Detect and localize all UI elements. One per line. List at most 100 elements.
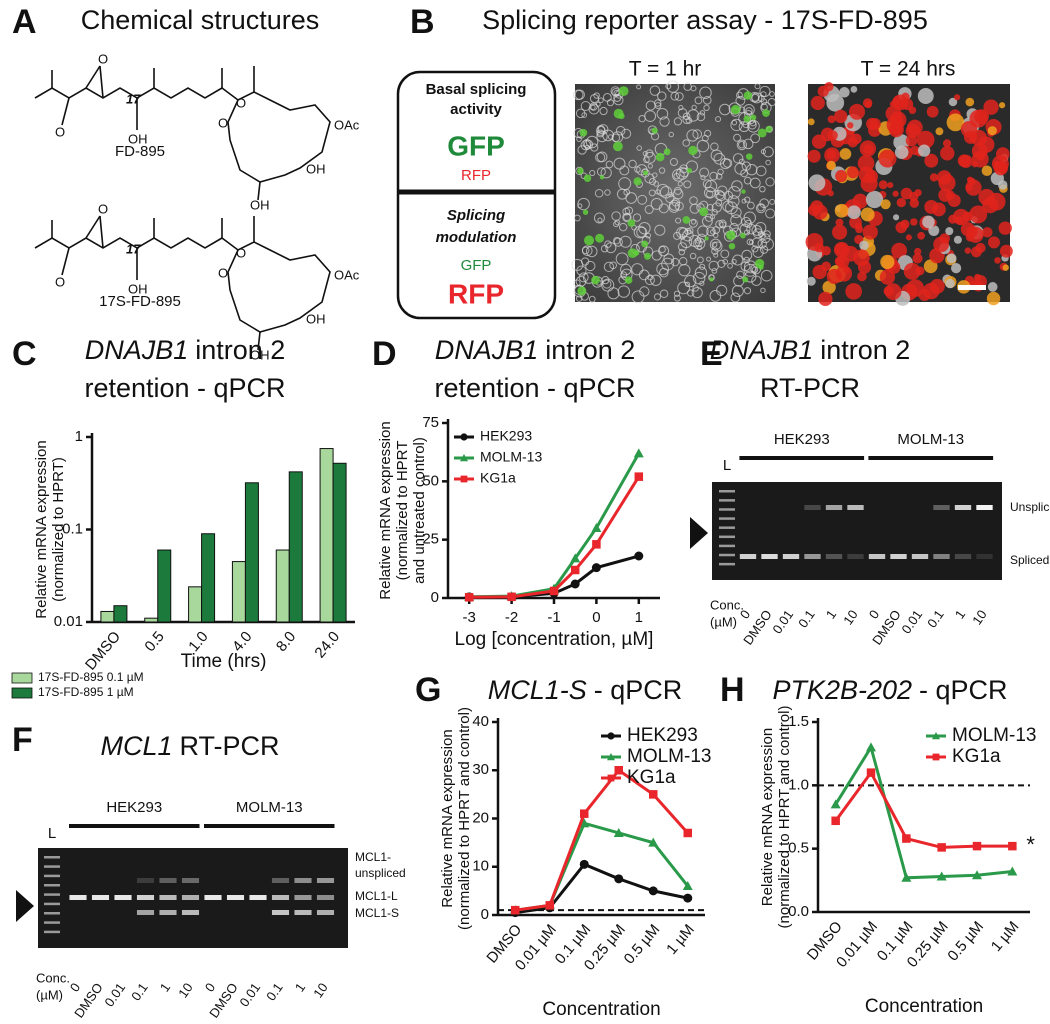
- atom-label: 17: [126, 241, 141, 256]
- cell: [589, 169, 596, 177]
- cell: [757, 203, 765, 212]
- title-italic: MCL1-S: [488, 675, 587, 705]
- marker: [614, 766, 623, 775]
- ladder-band: [44, 912, 60, 915]
- title-text: intron 2: [820, 335, 910, 365]
- cell: [924, 199, 939, 214]
- cell: [658, 167, 666, 174]
- group-bar: [739, 456, 865, 460]
- cell: [634, 166, 641, 173]
- cell: [740, 261, 751, 272]
- cell: [808, 174, 826, 192]
- y-axis-label-line: Relative mRNA expression: [759, 728, 776, 906]
- bar: [113, 605, 128, 623]
- cell: [946, 113, 965, 132]
- box-text: Splicing: [447, 207, 505, 224]
- cell: [722, 258, 729, 265]
- gel-band: [868, 554, 886, 559]
- cell: [661, 257, 675, 271]
- cell: [711, 209, 718, 216]
- bond: [221, 87, 331, 183]
- cell: [916, 130, 935, 149]
- cell: [953, 235, 962, 244]
- cell: [812, 204, 828, 220]
- cell: [905, 134, 918, 147]
- cell: [850, 85, 858, 93]
- cell: [659, 116, 670, 127]
- marker: [866, 742, 876, 752]
- marker: [683, 893, 693, 903]
- cell: [865, 190, 884, 209]
- marker: [972, 841, 982, 851]
- y-axis-label-line: and untreated control): [411, 437, 428, 584]
- cell: [691, 286, 703, 299]
- cell: [696, 112, 706, 122]
- cell: [686, 167, 693, 174]
- cell: [757, 238, 767, 249]
- lane-label: 0.01: [898, 607, 925, 636]
- cell: [643, 252, 652, 260]
- x-tick-label: 1 µM: [988, 918, 1023, 955]
- y-axis-label-line: (normalized to HPRT): [50, 457, 67, 602]
- y-axis-label-line: Relative mRNA expression: [439, 729, 456, 907]
- cell: [713, 152, 726, 165]
- cell: [677, 181, 683, 187]
- cell: [957, 154, 971, 168]
- cell: [859, 140, 877, 157]
- x-tick-label: DMSO: [82, 628, 124, 673]
- marker: [570, 579, 580, 589]
- cell: [613, 141, 623, 152]
- cell: [761, 237, 774, 251]
- cell: [731, 258, 737, 265]
- cell: [822, 280, 836, 294]
- conc-label: (µM): [36, 987, 63, 1002]
- band-label: MCL1-L: [355, 889, 398, 903]
- y-tick-label: 0: [481, 906, 489, 923]
- cell: [893, 214, 900, 221]
- cell: [694, 96, 703, 105]
- cell: [807, 149, 821, 163]
- cell: [894, 145, 909, 160]
- y-tick-label: 1: [75, 428, 83, 445]
- cell: [704, 179, 718, 193]
- cell: [733, 133, 742, 142]
- cell: [736, 139, 748, 151]
- cell: [694, 239, 703, 248]
- cell: [704, 236, 709, 241]
- cell: [922, 282, 940, 300]
- cell: [709, 171, 718, 181]
- lane-label: 0.01: [236, 980, 263, 1009]
- marker: [831, 816, 840, 826]
- cell: [663, 148, 671, 156]
- box-text: Basal splicing: [426, 81, 527, 98]
- cell: [966, 176, 974, 183]
- lane-label: 10: [175, 980, 196, 1000]
- gel-band: [782, 554, 800, 559]
- lane-label: 10: [310, 980, 331, 1000]
- bar: [319, 448, 334, 623]
- marker: [580, 809, 589, 818]
- cell: [621, 128, 632, 139]
- x-tick-label: 8.0: [273, 628, 299, 655]
- x-tick-label: 0.5 µM: [621, 921, 664, 967]
- group-bar: [69, 824, 200, 828]
- gel-band: [825, 505, 843, 510]
- marker: [507, 592, 516, 602]
- cell: [834, 109, 848, 124]
- cell: [609, 261, 617, 270]
- cell: [677, 108, 688, 118]
- cell: [910, 218, 918, 226]
- y-axis-label-line: Relative mRNA expression: [33, 440, 50, 618]
- cell: [750, 114, 757, 121]
- cell: [884, 283, 902, 300]
- cell: [692, 271, 706, 285]
- group-bar: [868, 456, 994, 460]
- cell: [618, 222, 628, 232]
- cell: [684, 275, 697, 288]
- cell: [754, 221, 767, 234]
- legend-label: HEK293: [627, 725, 698, 746]
- cell: [917, 144, 931, 157]
- cell: [682, 115, 691, 125]
